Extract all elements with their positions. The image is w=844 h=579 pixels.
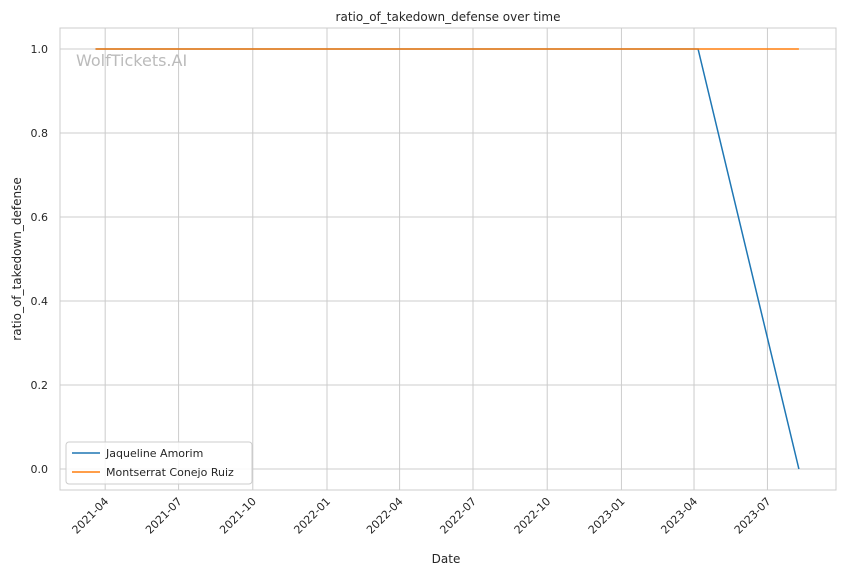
y-axis-label: ratio_of_takedown_defense: [10, 177, 24, 340]
y-tick-label: 0.2: [31, 379, 49, 392]
y-tick-label: 1.0: [31, 43, 49, 56]
x-tick-label: 2023-04: [658, 495, 700, 537]
x-tick-label: 2022-04: [364, 495, 406, 537]
series-line-0: [95, 48, 800, 470]
y-tick-label: 0.4: [31, 295, 49, 308]
y-tick-label: 0.0: [31, 463, 49, 476]
x-tick-label: 2021-04: [70, 495, 112, 537]
x-tick-label: 2021-07: [143, 495, 185, 537]
legend: Jaqueline Amorim Montserrat Conejo Ruiz: [65, 441, 253, 485]
watermark: WolfTickets.AI: [76, 51, 187, 70]
x-tick-label: 2022-01: [291, 495, 333, 537]
x-tick-label: 2022-07: [437, 495, 479, 537]
legend-box: [65, 441, 253, 485]
x-tick-label: 2021-10: [217, 495, 259, 537]
y-tick-label: 0.8: [31, 127, 49, 140]
plot-frame: [59, 27, 837, 491]
x-axis-label: Date: [432, 552, 461, 566]
legend-label: Jaqueline Amorim: [105, 447, 203, 460]
x-tick-label: 2023-07: [732, 495, 774, 537]
chart-title: ratio_of_takedown_defense over time: [336, 10, 561, 24]
x-tick-label: 2023-01: [586, 495, 628, 537]
legend-label: Montserrat Conejo Ruiz: [106, 466, 234, 479]
x-tick-label: 2022-10: [512, 495, 554, 537]
y-tick-label: 0.6: [31, 211, 49, 224]
